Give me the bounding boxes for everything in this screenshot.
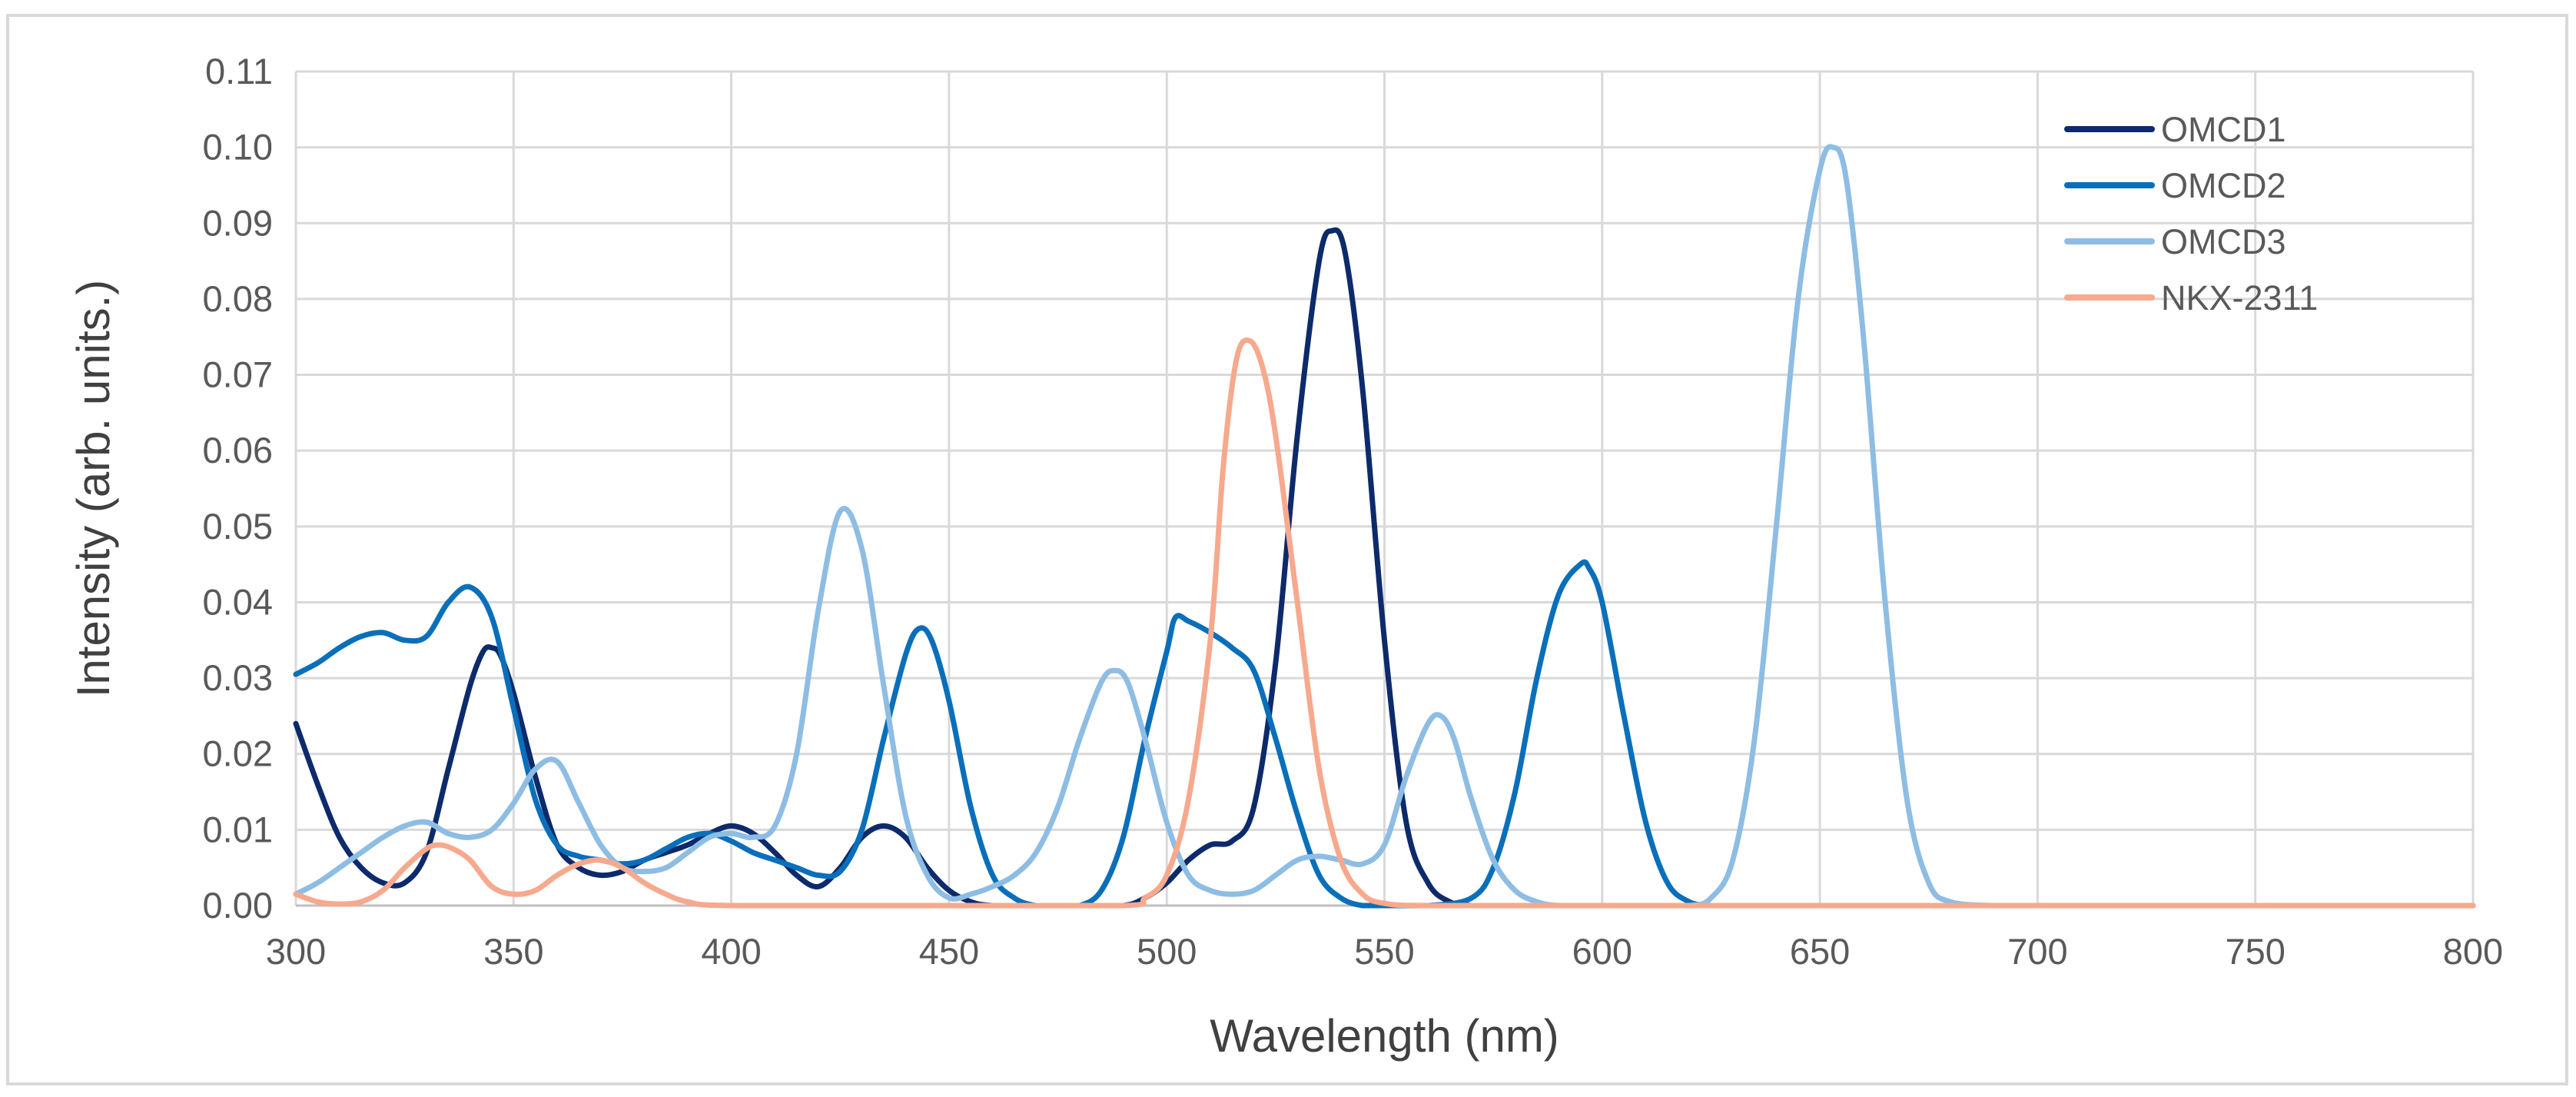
x-axis-ticks: 300 350 400 450 500 550 600 650 700 750 800 [266,931,2503,972]
x-axis-title: Wavelength (nm) [1210,1010,1559,1062]
x-tick-label: 750 [2225,931,2285,972]
legend-label-nkx-2311: NKX-2311 [2161,278,2318,317]
y-tick-label: 0.09 [203,202,273,243]
y-tick-label: 0.07 [203,354,273,395]
legend: OMCD1 OMCD2 OMCD3 NKX-2311 [2064,110,2318,317]
y-tick-label: 0.03 [203,657,273,698]
x-tick-label: 500 [1137,931,1197,972]
y-tick-label: 0.00 [203,885,273,926]
series-lines [293,144,2476,909]
y-tick-label: 0.08 [203,278,273,319]
legend-label-omcd2: OMCD2 [2161,166,2286,205]
y-axis-title: Intensity (arb. units.) [68,280,119,698]
x-tick-label: 450 [919,931,979,972]
y-tick-label: 0.01 [203,809,273,849]
y-tick-label: 0.02 [203,733,273,774]
x-tick-label: 800 [2443,931,2503,972]
y-axis-ticks: 0.00 0.01 0.02 0.03 0.04 0.05 0.06 0.07 0.08 0.09… [203,51,273,926]
x-tick-label: 700 [2007,931,2067,972]
x-tick-label: 600 [1572,931,1632,972]
y-tick-label: 0.04 [203,581,273,622]
y-tick-label: 0.05 [203,506,273,547]
legend-label-omcd1: OMCD1 [2161,110,2286,149]
legend-label-omcd3: OMCD3 [2161,222,2286,261]
x-tick-label: 400 [701,931,761,972]
x-tick-label: 650 [1790,931,1850,972]
series-line-omcd2 [293,559,2476,909]
x-tick-label: 300 [266,931,326,972]
y-tick-label: 0.06 [203,430,273,470]
x-tick-label: 550 [1354,931,1414,972]
x-tick-label: 350 [483,931,543,972]
y-tick-label: 0.11 [205,51,273,91]
y-tick-label: 0.10 [203,127,273,168]
series-line-nkx-2311 [293,337,2476,909]
